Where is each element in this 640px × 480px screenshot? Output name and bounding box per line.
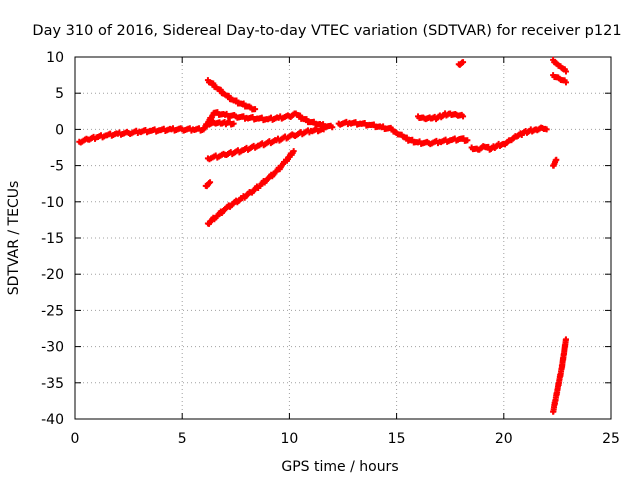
x-tick-label: 0 (71, 431, 80, 447)
data-point (543, 126, 550, 133)
y-tick-label: -5 (50, 159, 64, 175)
data-point (562, 336, 569, 343)
y-tick-label: 10 (46, 50, 64, 66)
series-isolated-6h (202, 179, 214, 190)
data-point (464, 137, 471, 144)
data-point (240, 100, 247, 107)
data-point (233, 97, 240, 104)
data-point (562, 68, 569, 75)
chart-title: Day 310 of 2016, Sidereal Day-to-day VTE… (32, 23, 621, 39)
data-points (76, 56, 569, 415)
data-point (329, 124, 336, 131)
data-point (210, 80, 217, 87)
x-axis-label: GPS time / hours (281, 459, 398, 475)
x-tick-label: 25 (602, 431, 620, 447)
x-tick-label: 10 (280, 431, 298, 447)
data-point (303, 116, 310, 123)
data-point (553, 156, 560, 163)
y-tick-label: -25 (41, 303, 64, 319)
data-point (562, 79, 569, 86)
data-point (225, 92, 232, 99)
y-tick-label: -35 (41, 376, 64, 392)
axis-ticks: -40 -35 -30 -25 -20 -15 -10 -5 0 5 10 0 5 10 15 20 25 (41, 50, 620, 447)
data-point (460, 59, 467, 66)
y-tick-label: -40 (41, 412, 64, 428)
x-tick-label: 5 (178, 431, 187, 447)
series-trace-18-21h (468, 124, 550, 153)
series-rise-6h (204, 125, 327, 163)
x-tick-label: 20 (495, 431, 513, 447)
x-tick-label: 15 (388, 431, 406, 447)
series-deep-drop-22h (550, 336, 569, 415)
series-isolated-18h (455, 59, 467, 68)
series-decline-6h (204, 77, 259, 113)
series-main-trace (76, 109, 336, 146)
data-point (320, 126, 327, 133)
data-point (230, 120, 237, 127)
series-arc-16-18h (415, 110, 467, 123)
series-trace-12-15h (335, 118, 471, 148)
y-axis-label: SDTVAR / TECUs (6, 181, 22, 296)
y-tick-label: -10 (41, 195, 64, 211)
data-point (217, 86, 224, 93)
data-point (207, 179, 214, 186)
y-tick-label: 5 (55, 86, 64, 102)
series-steep-rise-6h (204, 148, 297, 227)
data-point (460, 113, 467, 120)
y-tick-label: -30 (41, 340, 64, 356)
y-tick-label: -20 (41, 267, 64, 283)
data-point (290, 148, 297, 155)
data-point (252, 106, 259, 113)
series-upper-22h (550, 56, 569, 75)
y-tick-label: -15 (41, 231, 64, 247)
series-upper-22h-b (550, 72, 569, 86)
grid (75, 57, 611, 419)
series-mid-22h (550, 156, 560, 169)
y-tick-label: 0 (55, 122, 64, 138)
series-short-segment-6h (204, 118, 237, 128)
